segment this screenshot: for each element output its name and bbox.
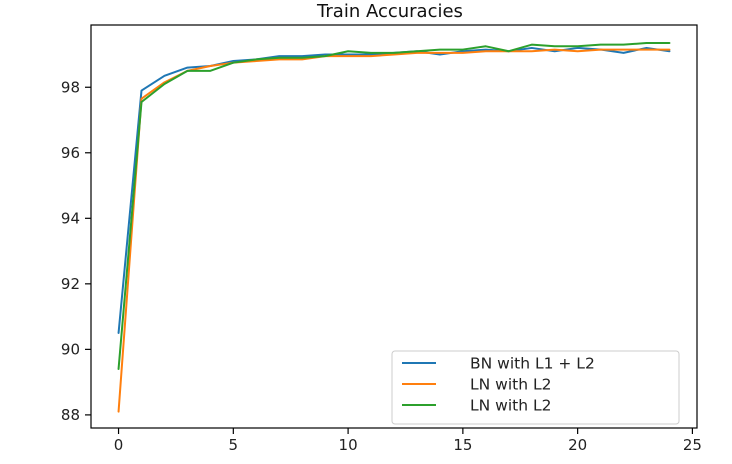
x-tick-label: 15	[453, 436, 472, 454]
legend-label-2: LN with L2	[470, 376, 551, 394]
series-line-2	[117, 48, 671, 413]
y-tick-label: 98	[61, 78, 80, 96]
y-tick-label: 88	[61, 406, 80, 424]
legend-label-1: BN with L1 + L2	[470, 355, 595, 373]
x-tick-label: 0	[114, 436, 124, 454]
x-tick-label: 20	[568, 436, 587, 454]
x-tick-label: 5	[229, 436, 239, 454]
x-tick-label: 25	[683, 436, 702, 454]
x-tick-label: 10	[339, 436, 358, 454]
legend-label-3: LN with L2	[470, 397, 551, 415]
x-axis: 0 5 10 15 20 25	[114, 428, 702, 454]
chart-title: Train Accuracies	[316, 1, 463, 22]
y-tick-label: 94	[61, 209, 80, 227]
plot-frame	[90, 24, 698, 429]
y-tick-label: 96	[61, 144, 80, 162]
legend: BN with L1 + L2 LN with L2 LN with L2	[391, 350, 680, 425]
y-tick-label: 92	[61, 275, 80, 293]
y-axis: 88 90 92 94 96 98	[61, 78, 91, 424]
legend-box	[391, 350, 680, 425]
series-layer	[117, 42, 671, 413]
y-tick-label: 90	[61, 340, 80, 358]
series-line-3	[117, 42, 671, 371]
